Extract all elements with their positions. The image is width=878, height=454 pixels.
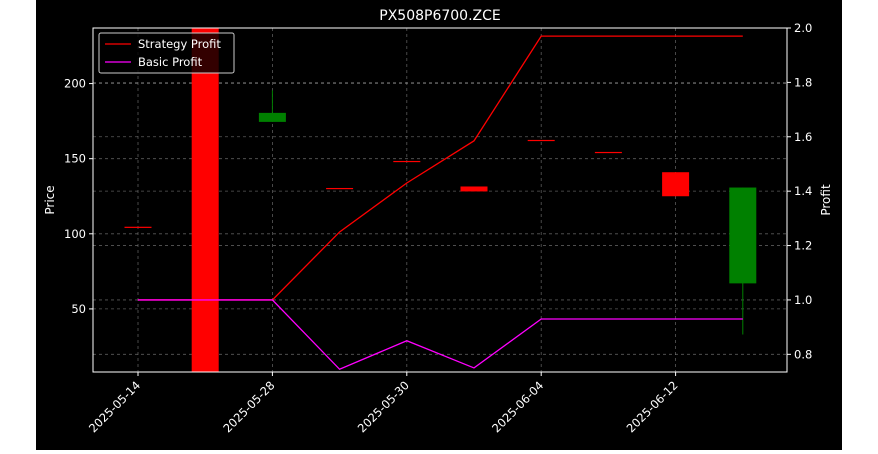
candle-body (460, 186, 488, 192)
legend-label: Basic Profit (138, 55, 203, 69)
y-right-tick-label: 0.8 (794, 347, 812, 361)
candlestick-chart: 50 100 150 200 0.8 1.0 1.2 1.4 1.6 1.8 2.0 2025-05-… (43, 8, 833, 435)
candle-body (326, 187, 354, 190)
legend-box (98, 32, 235, 74)
y-left-tick-label: 200 (64, 77, 86, 91)
x-tick-label: 2025-05-30 (355, 378, 412, 435)
y-right-tick-label: 1.4 (794, 184, 812, 198)
y-right-tick-label: 2.0 (794, 21, 812, 35)
y-left-axis-label: Price (43, 185, 57, 214)
plot-frame (92, 27, 788, 373)
chart-figure: 50 100 150 200 0.8 1.0 1.2 1.4 1.6 1.8 2.0 2025-05-… (36, 0, 842, 450)
series-line-basic (138, 299, 743, 371)
series-line-strategy (138, 35, 743, 301)
candle-body (527, 139, 555, 142)
x-tick-label: 2025-05-28 (220, 378, 277, 435)
y-right-axis-label: Profit (819, 184, 833, 216)
candle-body (594, 151, 622, 154)
y-right-tick-label: 1.0 (794, 293, 812, 307)
candle-body (393, 160, 421, 163)
candle-body (662, 172, 690, 197)
y-right-tick-label: 1.2 (794, 239, 812, 253)
candle-body (729, 187, 757, 284)
x-tick-label: 2025-05-14 (86, 378, 143, 435)
y-left-tick-label: 150 (64, 152, 86, 166)
y-left-tick-label: 100 (64, 227, 86, 241)
candle-body (191, 28, 219, 372)
x-tick-label: 2025-06-12 (624, 378, 681, 435)
candle-body (124, 226, 152, 228)
legend-label: Strategy Profit (138, 37, 221, 51)
x-tick-label: 2025-06-04 (489, 378, 546, 435)
candle-body (258, 112, 286, 122)
y-right-tick-label: 1.8 (794, 75, 812, 89)
y-left-tick-label: 50 (71, 302, 86, 316)
chart-title: PX508P6700.ZCE (379, 8, 501, 24)
y-right-tick-label: 1.6 (794, 130, 812, 144)
